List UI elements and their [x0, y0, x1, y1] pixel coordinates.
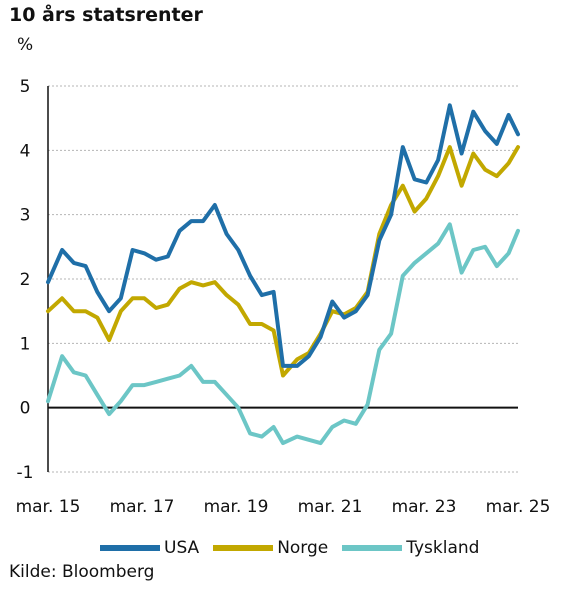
series-line-norge	[46, 145, 520, 378]
x-tick-label: mar. 19	[204, 497, 269, 517]
y-tick-label: 3	[20, 206, 31, 226]
legend-label-tyskland: Tyskland	[406, 538, 480, 558]
x-tick-label: mar. 15	[16, 497, 81, 517]
legend: USA Norge Tyskland	[100, 538, 493, 558]
legend-item-tyskland: Tyskland	[342, 538, 479, 558]
legend-label-norge: Norge	[277, 538, 329, 558]
y-tick-label: 1	[20, 334, 31, 354]
x-tick-label: mar. 23	[392, 497, 457, 517]
series-lines	[46, 103, 520, 446]
legend-swatch-norge	[213, 545, 274, 551]
legend-swatch-usa	[100, 545, 160, 551]
gridlines	[47, 85, 518, 473]
y-tick-label: -1	[17, 463, 34, 483]
y-tick-label: 5	[20, 77, 31, 97]
source-note: Kilde: Bloomberg	[9, 562, 155, 582]
series-line-tyskland	[46, 222, 520, 446]
y-tick-label: 2	[20, 270, 31, 290]
y-tick-label: 4	[20, 141, 31, 161]
y-axis-unit: %	[17, 35, 34, 55]
x-tick-labels: mar. 15 mar. 17 mar. 19 mar. 21 mar. 23 mar. …	[16, 497, 551, 517]
series-line-usa	[46, 103, 520, 368]
x-tick-label: mar. 17	[110, 497, 175, 517]
y-tick-labels: 5 4 3 2 1 0 -1	[17, 77, 34, 483]
legend-item-usa: USA	[100, 538, 199, 558]
legend-label-usa: USA	[164, 538, 200, 558]
x-tick-label: mar. 21	[298, 497, 363, 517]
chart-title: 10 års statsrenter	[9, 4, 203, 26]
x-tick-label: mar. 25	[486, 497, 551, 517]
legend-swatch-tyskland	[342, 545, 403, 551]
y-tick-label: 0	[20, 399, 31, 419]
legend-item-norge: Norge	[213, 538, 328, 558]
